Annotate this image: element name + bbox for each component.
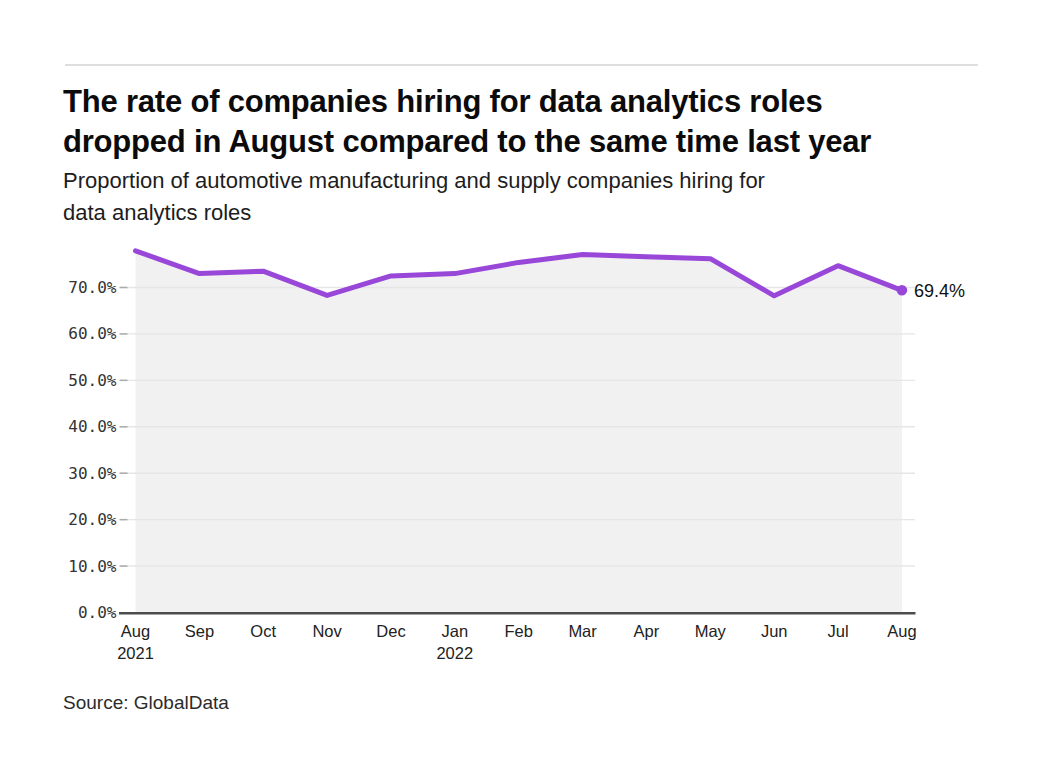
x-tick-label: Aug (887, 622, 916, 640)
x-tick-label: May (695, 622, 727, 640)
y-tick-label: 60.0% (68, 324, 117, 343)
x-tick-label: Jun (761, 622, 788, 640)
x-tick-label: Jan (441, 622, 468, 640)
y-tick-label: 20.0% (68, 510, 117, 529)
chart-page: The rate of companies hiring for data an… (0, 0, 1038, 778)
x-tick-label: Dec (376, 622, 405, 640)
y-tick-label: 40.0% (68, 417, 117, 436)
y-tick-label: 30.0% (68, 464, 117, 483)
x-tick-label: Nov (312, 622, 342, 640)
y-tick-label: 50.0% (68, 371, 117, 390)
x-tick-year-label: 2022 (436, 644, 473, 662)
x-tick-label: Sep (185, 622, 214, 640)
x-tick-label: Feb (504, 622, 532, 640)
x-tick-label: Apr (634, 622, 660, 640)
last-point-dot (897, 285, 908, 296)
y-tick-label: 0.0% (78, 603, 117, 622)
last-value-annotation: 69.4% (914, 281, 965, 301)
x-tick-label: Jul (827, 622, 848, 640)
y-tick-label: 10.0% (68, 557, 117, 576)
x-tick-label: Mar (568, 622, 597, 640)
line-chart: 0.0% 10.0% 20.0% 30.0% 40.0% 50.0% 60.0% 70.0% A… (0, 0, 1038, 778)
source-credit: Source: GlobalData (63, 692, 229, 714)
y-tick-label: 70.0% (68, 278, 117, 297)
x-tick-label: Aug (121, 622, 150, 640)
x-tick-year-label: 2021 (117, 644, 154, 662)
chart-area-fill (136, 251, 902, 613)
x-tick-label: Oct (250, 622, 276, 640)
